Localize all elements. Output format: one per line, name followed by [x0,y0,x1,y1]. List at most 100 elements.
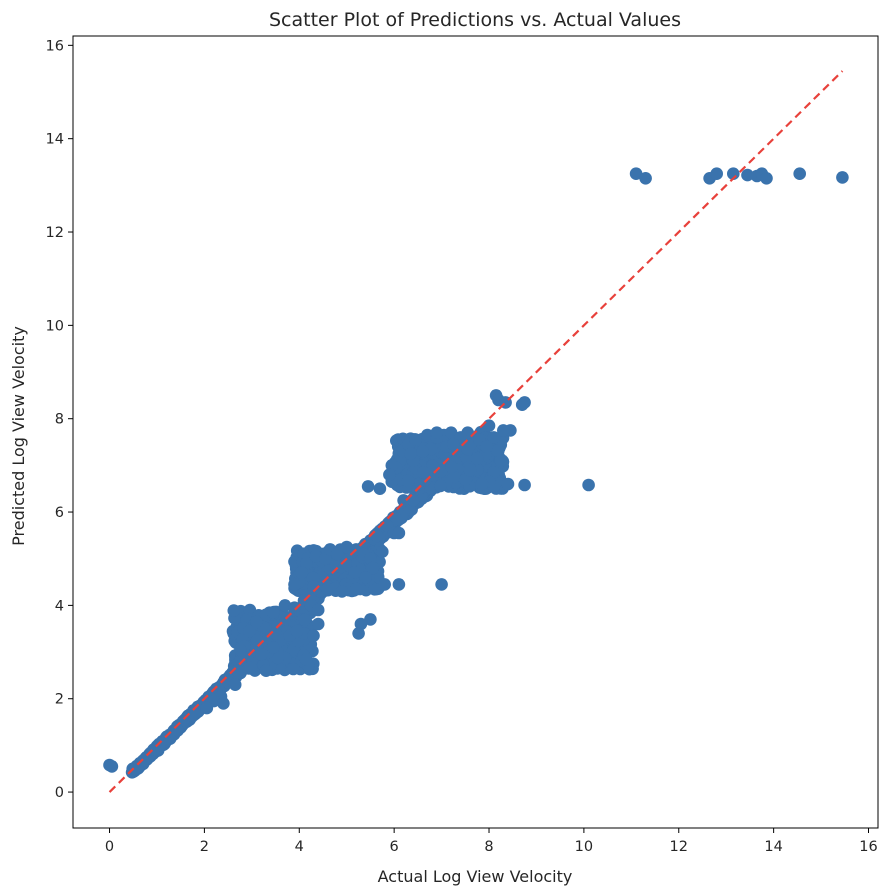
data-point [366,561,380,575]
data-point [459,473,472,487]
data-point [352,627,365,640]
x-tick: 10 [575,828,593,855]
reference-line [108,70,844,793]
chart-title: Scatter Plot of Predictions vs. Actual V… [269,9,681,31]
y-tick: 16 [46,38,73,54]
data-point [105,760,119,773]
data-point [518,478,531,492]
data-point [406,494,420,507]
data-point [288,601,301,614]
y-tick: 8 [55,412,73,428]
x-tick: 14 [764,828,783,855]
data-point [710,167,723,180]
data-point [231,664,244,677]
data-point [392,526,406,540]
data-point [217,697,230,710]
data-point [295,566,308,579]
data-point [376,545,389,558]
x-tick: 16 [859,828,878,855]
y-tick-label: 12 [46,225,64,241]
y-tick-label: 4 [55,598,64,614]
data-point [319,552,332,565]
data-point [329,557,342,570]
data-point [497,424,510,437]
data-point [639,172,652,185]
y-tick: 6 [55,505,73,521]
data-point [271,651,285,665]
data-point [760,172,773,185]
data-point [335,585,349,598]
y-tick-label: 2 [55,692,64,708]
y-tick: 10 [46,318,73,334]
data-point [300,557,313,570]
y-tick-label: 8 [55,412,64,428]
data-point [487,466,501,479]
data-point [254,648,268,661]
data-point [482,419,496,433]
data-point [470,452,484,465]
data-point [430,426,444,440]
data-point [307,580,320,593]
data-point [416,445,429,458]
data-point [266,641,280,654]
data-point [170,723,184,737]
y-axis-label: Predicted Log View Velocity [9,326,28,546]
data-point [480,440,493,454]
data-point [321,582,335,596]
x-tick-label: 4 [295,839,304,855]
data-point [417,466,430,479]
data-point [330,547,344,561]
data-point [392,578,406,591]
data-point [349,582,363,596]
data-point [340,540,354,554]
data-point [727,167,740,180]
y-axis-ticks: 0 2 4 6 8 10 12 14 16 [46,38,73,801]
data-point [234,643,247,657]
data-point [288,578,301,591]
data-point [250,615,263,628]
data-point [243,624,256,638]
data-point [582,478,595,492]
y-tick: 14 [46,132,73,148]
data-point [491,444,505,458]
x-axis-label: Actual Log View Velocity [378,867,573,886]
data-point [447,438,460,451]
data-point [307,629,320,642]
data-point [463,463,477,477]
data-point [370,529,384,543]
data-point [287,662,300,676]
data-point [383,468,396,482]
data-point [445,460,458,474]
data-point [378,578,392,591]
data-point [494,454,508,468]
x-tick: 0 [105,828,114,855]
x-tick-label: 8 [484,839,493,855]
y-tick-label: 6 [55,505,64,521]
data-point [359,571,373,584]
x-tick-label: 12 [670,839,688,855]
data-point [266,606,280,619]
data-point [130,761,143,775]
data-point [444,426,458,440]
x-tick: 2 [200,828,209,855]
data-points [103,167,849,779]
data-point [299,653,313,666]
x-axis-ticks: 0 2 4 6 8 10 12 14 16 [105,828,878,855]
x-tick-label: 14 [764,839,782,855]
data-point [426,459,439,473]
y-tick-label: 10 [46,318,64,334]
x-tick: 4 [295,828,304,855]
data-point [461,442,475,456]
x-tick: 6 [390,828,399,855]
data-point [311,617,325,631]
data-point [348,566,362,579]
data-point [836,171,849,184]
y-tick-label: 0 [55,785,64,801]
y-tick: 0 [55,785,73,801]
x-tick-label: 0 [105,839,114,855]
data-point [364,613,377,626]
data-point [435,578,448,591]
data-point [741,168,754,182]
data-point [200,701,214,715]
